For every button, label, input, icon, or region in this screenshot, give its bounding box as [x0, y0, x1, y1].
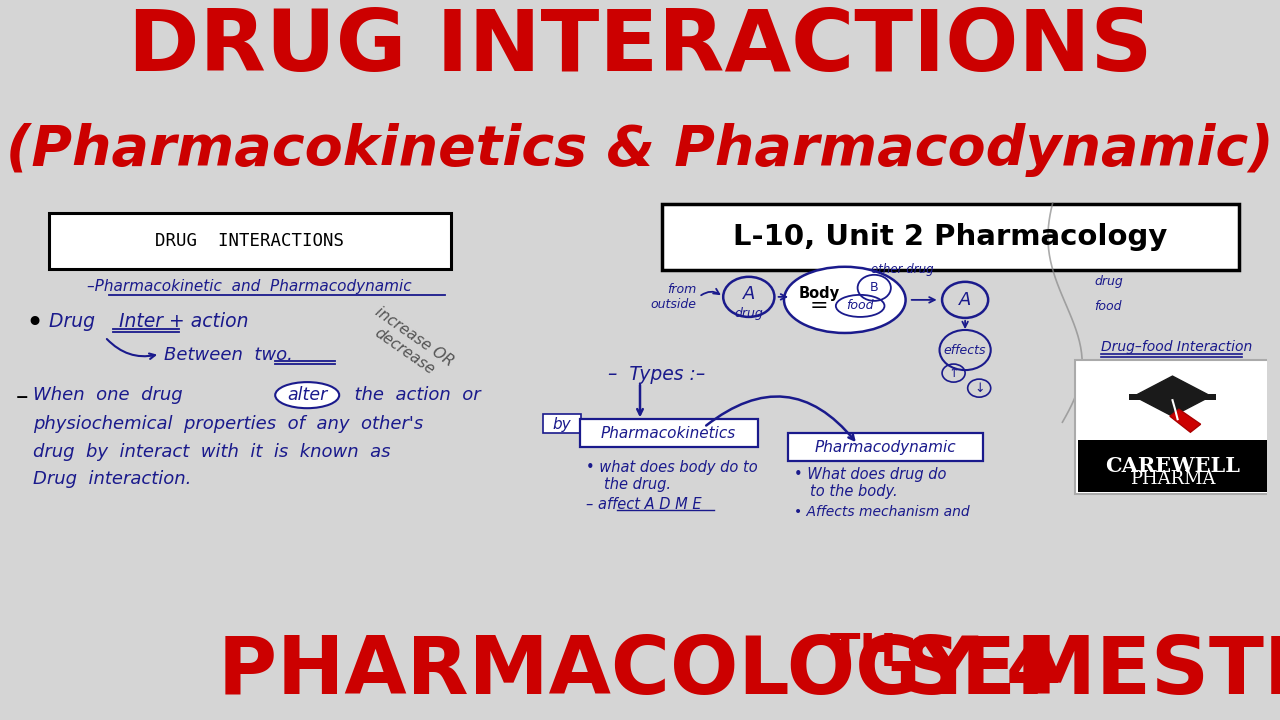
- Text: drug: drug: [1094, 275, 1123, 288]
- Text: –: –: [15, 385, 28, 409]
- Text: Body: Body: [799, 287, 840, 302]
- Text: from
outside: from outside: [650, 283, 696, 311]
- Ellipse shape: [275, 382, 339, 408]
- Text: to the body.: to the body.: [810, 484, 897, 499]
- Text: When  one  drug: When one drug: [33, 386, 183, 404]
- FancyBboxPatch shape: [662, 204, 1239, 270]
- Text: effects: effects: [943, 343, 987, 356]
- Text: drug  by  interact  with  it  is  known  as: drug by interact with it is known as: [33, 444, 390, 462]
- Ellipse shape: [836, 295, 884, 317]
- Text: DRUG  INTERACTIONS: DRUG INTERACTIONS: [155, 232, 344, 250]
- Text: • What does drug do: • What does drug do: [794, 467, 946, 482]
- Text: (Pharmacokinetics & Pharmacodynamic): (Pharmacokinetics & Pharmacodynamic): [6, 124, 1274, 177]
- Text: –  Types :–: – Types :–: [608, 364, 705, 384]
- Text: by: by: [553, 417, 571, 432]
- Text: Pharmacodynamic: Pharmacodynamic: [815, 440, 956, 455]
- Text: Between  two.: Between two.: [164, 346, 293, 364]
- Text: Pharmacokinetics: Pharmacokinetics: [600, 426, 736, 441]
- Text: =: =: [810, 296, 828, 316]
- Text: ↓: ↓: [974, 382, 984, 395]
- Text: Drug    Inter + action: Drug Inter + action: [49, 312, 248, 331]
- Text: ↑: ↑: [948, 366, 959, 379]
- Polygon shape: [1134, 376, 1211, 416]
- Text: PHARMACOLOGY 4: PHARMACOLOGY 4: [218, 633, 1062, 711]
- Text: Drug  interaction.: Drug interaction.: [33, 470, 192, 488]
- Text: TH: TH: [829, 632, 897, 675]
- Text: Drug–food Interaction: Drug–food Interaction: [1101, 340, 1252, 354]
- Text: SEMESTER: SEMESTER: [876, 633, 1280, 711]
- Text: the  action  or: the action or: [343, 386, 481, 404]
- FancyBboxPatch shape: [1078, 440, 1267, 492]
- Polygon shape: [1170, 409, 1201, 432]
- Text: A: A: [959, 291, 972, 309]
- Text: drug: drug: [735, 307, 763, 320]
- Text: • what does body do to: • what does body do to: [586, 460, 758, 475]
- Text: • Affects mechanism and: • Affects mechanism and: [794, 505, 969, 520]
- Text: food: food: [1094, 300, 1121, 313]
- Text: •: •: [26, 310, 44, 338]
- Text: –Pharmacokinetic  and  Pharmacodynamic: –Pharmacokinetic and Pharmacodynamic: [87, 279, 412, 294]
- Text: physiochemical  properties  of  any  other's: physiochemical properties of any other's: [33, 415, 424, 433]
- Text: CAREWELL: CAREWELL: [1105, 456, 1240, 477]
- FancyBboxPatch shape: [543, 414, 581, 433]
- Text: L-10, Unit 2 Pharmacology: L-10, Unit 2 Pharmacology: [732, 222, 1167, 251]
- FancyBboxPatch shape: [1075, 360, 1270, 495]
- Text: PHARMA: PHARMA: [1130, 470, 1215, 488]
- Text: increase OR
decrease: increase OR decrease: [362, 305, 457, 384]
- FancyBboxPatch shape: [580, 419, 758, 447]
- FancyBboxPatch shape: [49, 212, 451, 269]
- Text: food: food: [846, 300, 874, 312]
- Text: other drug: other drug: [872, 264, 933, 276]
- Text: A: A: [742, 285, 755, 303]
- Text: alter: alter: [287, 386, 328, 404]
- Polygon shape: [1129, 394, 1216, 400]
- Text: DRUG INTERACTIONS: DRUG INTERACTIONS: [128, 6, 1152, 89]
- FancyBboxPatch shape: [788, 433, 983, 462]
- Text: the drug.: the drug.: [604, 477, 671, 492]
- Ellipse shape: [783, 267, 906, 333]
- Text: – affect A D M E: – affect A D M E: [586, 497, 701, 512]
- Text: B: B: [870, 282, 878, 294]
